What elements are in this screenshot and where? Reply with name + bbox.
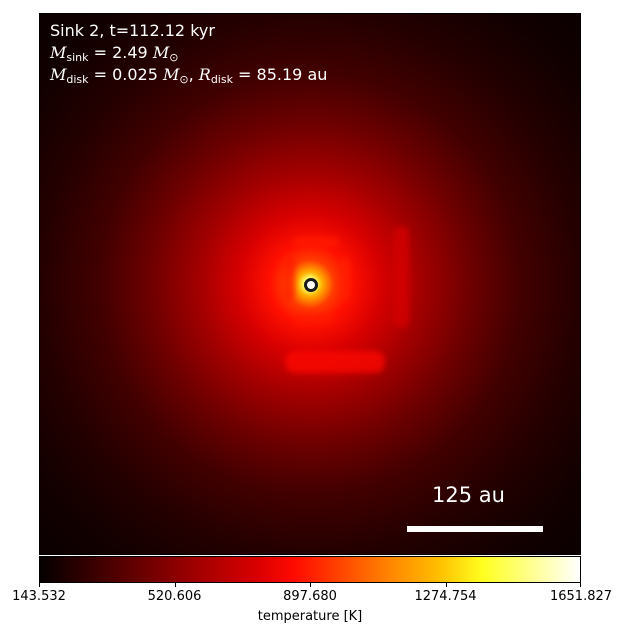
disk-mass-value: = 0.025 bbox=[88, 65, 163, 84]
shock-feature-far-right bbox=[393, 226, 409, 328]
disk-solar-mass-symbol: M bbox=[163, 65, 180, 84]
solar-mass-symbol: M bbox=[152, 43, 170, 62]
colorbar-tick-label: 143.532 bbox=[12, 589, 66, 604]
disk-mass-symbol: M bbox=[50, 65, 67, 84]
disk-mass-subscript: disk bbox=[66, 73, 89, 86]
scale-bar-label: 125 au bbox=[432, 483, 505, 507]
shock-feature-lower bbox=[285, 351, 385, 373]
sun-symbol: ⊙ bbox=[169, 51, 179, 64]
shock-feature-right bbox=[340, 257, 350, 301]
disk-sun-symbol: ⊙ bbox=[179, 73, 189, 86]
scale-bar bbox=[407, 526, 543, 532]
colorbar-tick-label: 520.606 bbox=[147, 589, 202, 604]
sink-subscript: sink bbox=[66, 51, 89, 64]
colorbar-tick-label: 897.680 bbox=[283, 589, 337, 604]
colorbar-tick bbox=[174, 583, 176, 587]
radius-symbol: R bbox=[198, 65, 211, 84]
shock-feature-bottom bbox=[295, 314, 335, 324]
colorbar-tick bbox=[310, 583, 311, 587]
sink-mass-value: = 2.49 bbox=[88, 43, 153, 62]
comma: , bbox=[188, 65, 199, 84]
colorbar-tick bbox=[445, 583, 447, 587]
sink-mass-annotation: Msink = 2.49 M⊙ bbox=[50, 43, 178, 64]
colorbar bbox=[39, 556, 581, 583]
shock-feature-top bbox=[293, 237, 339, 247]
disk-radius-value: = 85.19 au bbox=[232, 65, 328, 84]
sink-marker bbox=[304, 278, 318, 292]
colorbar-label: temperature [K] bbox=[257, 609, 363, 624]
sink-title: Sink 2, t=112.12 kyr bbox=[50, 21, 215, 40]
colorbar-tick bbox=[580, 583, 581, 587]
disk-annotation: Mdisk = 0.025 M⊙, Rdisk = 85.19 au bbox=[50, 65, 327, 86]
temperature-map: Sink 2, t=112.12 kyr Msink = 2.49 M⊙ Mdi… bbox=[39, 13, 581, 555]
mass-symbol: M bbox=[50, 43, 67, 62]
colorbar-tick-label: 1274.754 bbox=[414, 589, 477, 604]
colorbar-tick-label: 1651.827 bbox=[549, 589, 613, 604]
colorbar-tick bbox=[39, 583, 40, 587]
shock-feature-left bbox=[285, 254, 295, 300]
disk-radius-subscript: disk bbox=[210, 73, 233, 86]
